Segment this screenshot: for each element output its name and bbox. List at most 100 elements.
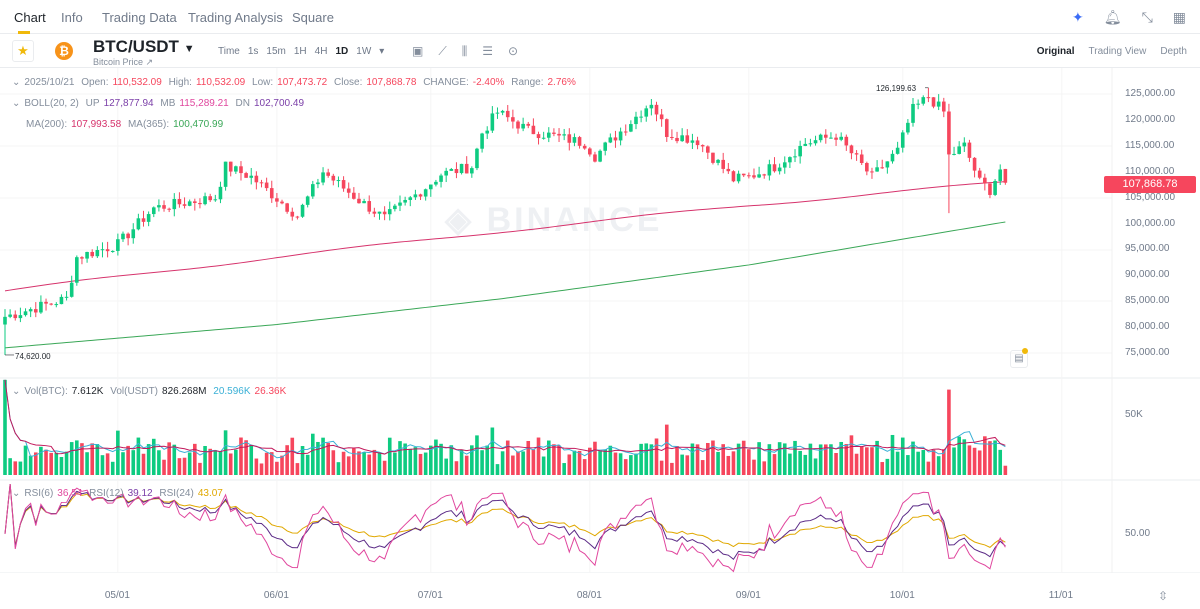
candle xyxy=(629,124,633,132)
volume-bar xyxy=(906,455,910,475)
candle xyxy=(818,134,823,141)
volume-bar xyxy=(311,433,315,475)
price-axis-label: 115,000.00 xyxy=(1125,139,1175,151)
volume-bar xyxy=(936,456,941,475)
volume-bar xyxy=(711,440,715,475)
volume-bar xyxy=(757,442,761,475)
volume-bar xyxy=(593,441,597,475)
volume-bar xyxy=(952,447,956,475)
candle xyxy=(187,201,192,206)
volume-bar xyxy=(998,449,1003,475)
volume-bar xyxy=(495,464,500,475)
candle xyxy=(146,214,151,222)
grid-icon[interactable]: ▦ xyxy=(1172,9,1186,25)
volume-bar xyxy=(305,454,310,475)
current-price-tag: 107,868.78 xyxy=(1104,176,1196,193)
candle-type-icon[interactable]: ⫼ xyxy=(461,44,468,58)
volume-ma10-line xyxy=(4,379,1006,455)
candle xyxy=(675,137,679,142)
calendar-icon[interactable]: ▣ xyxy=(412,44,424,58)
candle xyxy=(311,184,315,197)
candle xyxy=(95,250,100,257)
candle xyxy=(285,203,289,212)
volume-bar xyxy=(824,444,828,475)
volume-bar xyxy=(90,443,95,475)
pair-selector[interactable]: BTC/USDT ▼ xyxy=(93,37,195,56)
volume-bar xyxy=(695,444,700,475)
notes-icon[interactable]: ▤ xyxy=(1010,350,1028,368)
volume-bar xyxy=(834,453,838,475)
candle xyxy=(64,296,69,298)
interval-1h[interactable]: 1H xyxy=(293,46,307,57)
bell-icon[interactable]: 🔔︎ xyxy=(1103,9,1122,25)
price-chart[interactable] xyxy=(0,68,1200,573)
candle xyxy=(562,134,566,136)
volume-bar xyxy=(813,458,818,475)
indicator-icon[interactable]: ⟋ xyxy=(438,44,447,58)
pair-subtitle[interactable]: Bitcoin Price ↗ xyxy=(93,57,154,67)
interval-15m[interactable]: 15m xyxy=(266,46,286,57)
candle xyxy=(552,132,556,134)
volume-bar xyxy=(146,444,151,475)
volume-bar xyxy=(582,459,587,475)
candle xyxy=(151,207,156,215)
settings-icon[interactable]: ☰ xyxy=(482,44,494,58)
candle xyxy=(357,198,361,204)
candle xyxy=(490,113,495,131)
axis-scale-icon[interactable]: ⇳ xyxy=(1158,589,1169,603)
candle xyxy=(3,316,7,325)
volume-bar xyxy=(254,458,259,475)
candle xyxy=(793,156,797,158)
interval-1w[interactable]: 1W xyxy=(356,46,372,57)
view-depth[interactable]: Depth xyxy=(1160,46,1187,57)
collapse-chevron-icon[interactable]: ⌄ xyxy=(12,98,21,109)
collapse-icon[interactable]: ⤡ xyxy=(1141,9,1153,25)
volume-bar xyxy=(110,461,115,475)
interval-1s[interactable]: 1s xyxy=(247,46,259,57)
volume-bar xyxy=(675,446,679,475)
tab-info[interactable]: Info xyxy=(61,10,83,25)
candle xyxy=(808,143,813,145)
tab-trading-data[interactable]: Trading Data xyxy=(102,10,177,25)
volume-bar xyxy=(511,455,515,475)
candle xyxy=(8,314,12,317)
volume-legend: ⌄ Vol(BTC): 7.612K Vol(USDT) 826.268M 20.59… xyxy=(12,386,287,397)
volume-bar xyxy=(557,445,561,475)
candle xyxy=(239,166,243,174)
interval-1d[interactable]: 1D xyxy=(335,46,349,57)
candle xyxy=(849,145,854,154)
view-original[interactable]: Original xyxy=(1036,46,1075,57)
candle xyxy=(126,233,130,239)
candle xyxy=(177,198,182,205)
interval-4h[interactable]: 4H xyxy=(314,46,328,57)
time-axis-label: 09/01 xyxy=(735,590,761,601)
volume-bar xyxy=(690,443,695,475)
candle xyxy=(90,251,95,257)
interval-time[interactable]: Time xyxy=(218,46,240,57)
top-nav: Chart Info Trading Data Trading Analysis… xyxy=(0,0,1200,34)
candle xyxy=(516,121,520,129)
collapse-chevron-icon[interactable]: ⌄ xyxy=(12,488,21,499)
low-marker: 74,620.00 xyxy=(15,352,51,361)
candle xyxy=(762,174,767,176)
ai-sparkle-icon[interactable]: ✦ xyxy=(1072,9,1084,25)
crosshair-icon[interactable]: ⊙ xyxy=(508,44,519,58)
candle xyxy=(895,147,900,154)
candle xyxy=(654,104,659,115)
volume-bar xyxy=(921,450,926,475)
collapse-chevron-icon[interactable]: ⌄ xyxy=(12,77,21,88)
tab-square[interactable]: Square xyxy=(292,10,334,25)
collapse-chevron-icon[interactable]: ⌄ xyxy=(12,386,21,397)
volume-bar xyxy=(95,444,100,475)
volume-bar xyxy=(926,461,931,475)
candle xyxy=(598,150,602,162)
volume-bar xyxy=(3,379,7,475)
tab-trading-analysis[interactable]: Trading Analysis xyxy=(188,10,283,25)
view-trading-view[interactable]: Trading View xyxy=(1088,46,1147,57)
volume-bar xyxy=(706,443,710,475)
favorite-star-icon[interactable]: ★ xyxy=(12,40,34,62)
tab-chart[interactable]: Chart xyxy=(14,10,46,25)
candle xyxy=(398,202,402,206)
price-axis-label: 120,000.00 xyxy=(1125,113,1176,125)
interval-more-dropdown[interactable]: ▾ xyxy=(379,46,385,57)
